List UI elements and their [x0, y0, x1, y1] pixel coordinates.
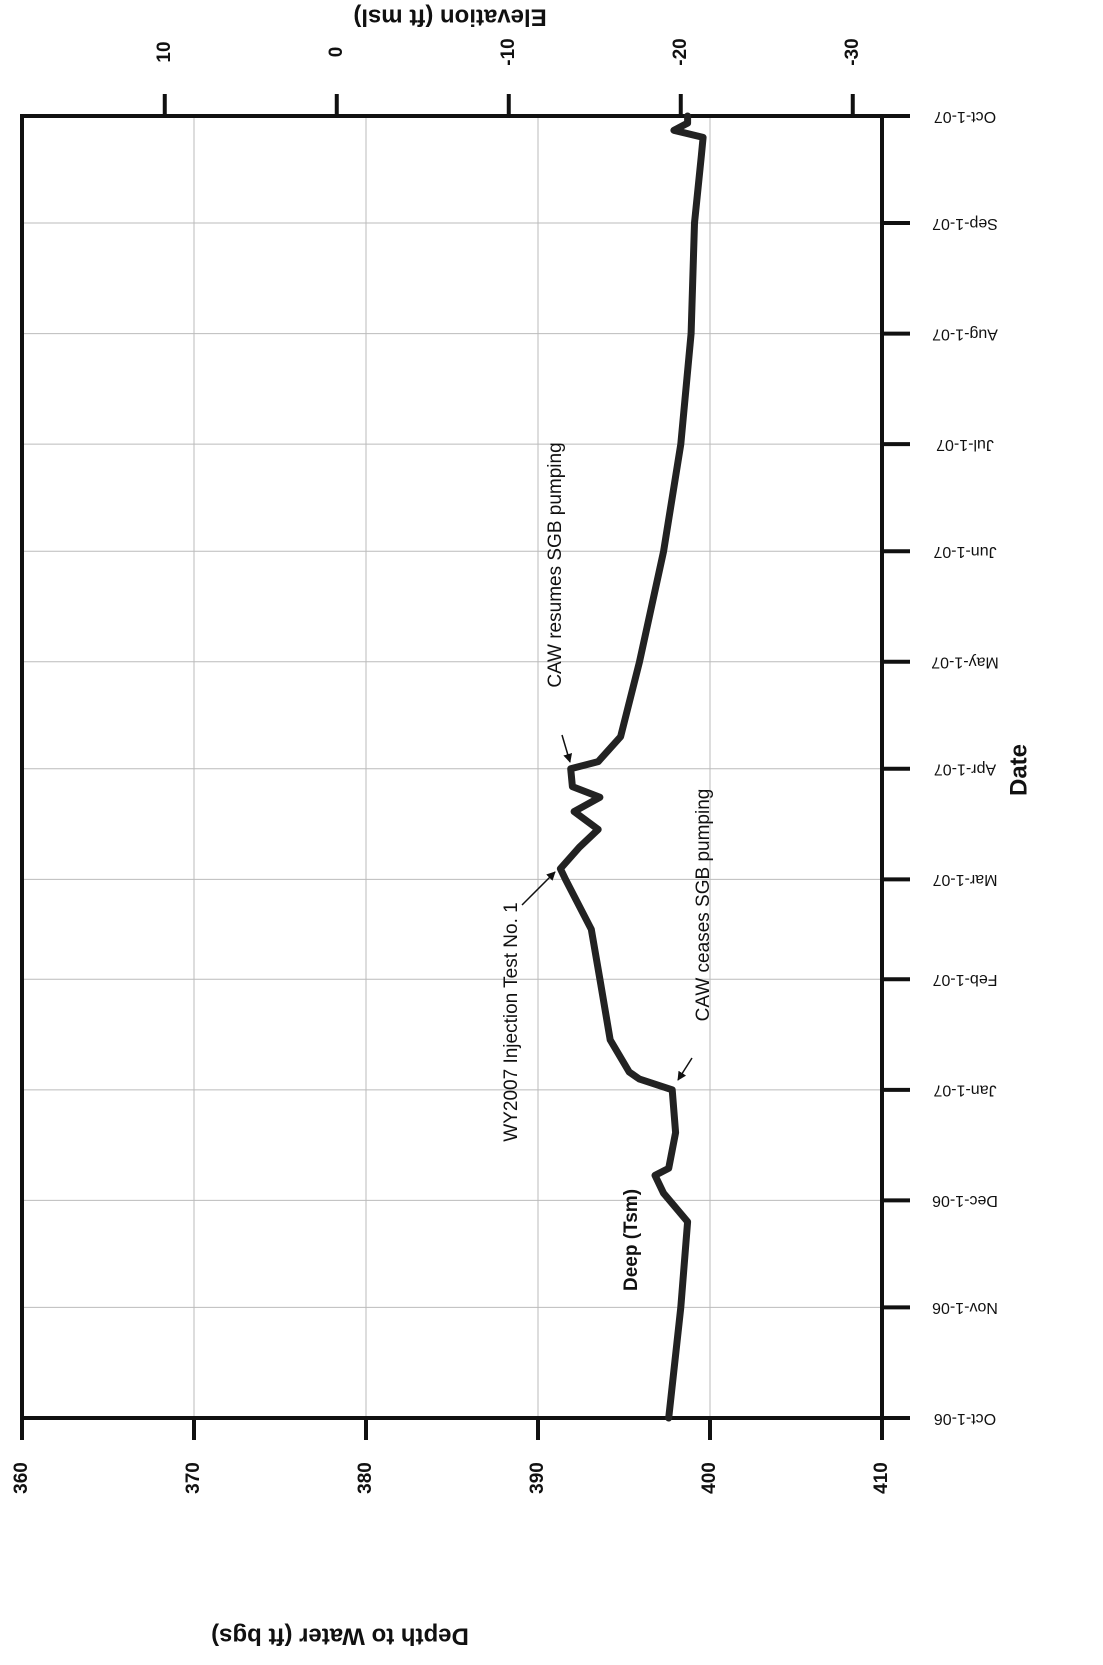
annotation-arrow: [521, 871, 556, 906]
y-axis-title: Depth to Water (ft bgs): [211, 1623, 469, 1650]
annotation-arrow: [677, 1057, 693, 1081]
y2-tick-label: -10: [498, 38, 519, 65]
y2-tick-label: -30: [842, 38, 863, 65]
x-tick-label: Mar-1-07: [932, 871, 997, 888]
y2-tick-label: 10: [154, 41, 175, 62]
y-tick-label: 360: [11, 1462, 32, 1494]
annotation: WY2007 Injection Test No. 1: [501, 902, 522, 1141]
annotation-arrow: [561, 734, 573, 763]
x-tick-label: Apr-1-07: [934, 761, 996, 778]
annotation: CAW resumes SGB pumping: [545, 442, 566, 687]
x-tick-label: Dec-1-06: [932, 1192, 998, 1209]
x-tick-label: Oct-1-06: [934, 1410, 996, 1427]
y2-tick-label: -20: [670, 38, 691, 65]
y2-tick-label: 0: [326, 47, 347, 58]
series-line: [556, 112, 707, 1422]
series-label: Deep (Tsm): [621, 1189, 642, 1291]
x-tick-label: Jul-1-07: [936, 436, 994, 453]
y-tick-label: 380: [355, 1462, 376, 1494]
x-tick-label: Oct-1-07: [934, 108, 996, 125]
x-axis-title: Date: [1005, 744, 1032, 796]
y-tick-label: 410: [871, 1462, 892, 1494]
y-tick-label: 370: [183, 1462, 204, 1494]
annotation: CAW ceases SGB pumping: [693, 789, 714, 1022]
x-tick-label: Jan-1-07: [933, 1082, 996, 1099]
x-tick-label: Jun-1-07: [933, 543, 996, 560]
x-tick-label: Sep-1-07: [932, 215, 998, 232]
y-tick-label: 400: [699, 1462, 720, 1494]
x-tick-label: Aug-1-07: [932, 325, 998, 342]
y-tick-label: 390: [527, 1462, 548, 1494]
y2-axis-title: Elevation (ft msl): [353, 4, 546, 31]
x-tick-label: May-1-07: [931, 654, 999, 671]
x-tick-label: Feb-1-07: [932, 971, 997, 988]
plot-frame: [20, 114, 884, 1420]
x-tick-label: Nov-1-06: [932, 1299, 998, 1316]
